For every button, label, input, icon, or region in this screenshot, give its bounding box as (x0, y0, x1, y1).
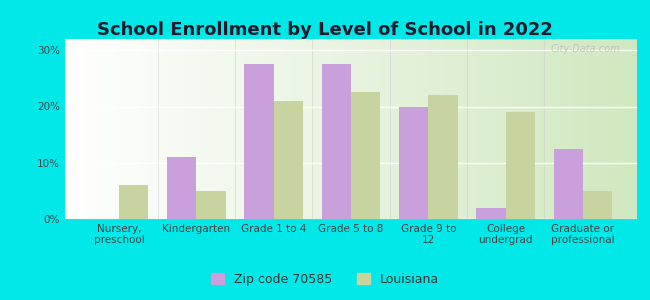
Legend: Zip code 70585, Louisiana: Zip code 70585, Louisiana (206, 268, 444, 291)
Bar (476, 208, 506, 219)
Bar (399, 106, 428, 219)
Bar (322, 64, 351, 219)
Bar (583, 191, 612, 219)
Text: School Enrollment by Level of School in 2022: School Enrollment by Level of School in … (97, 21, 553, 39)
Bar (244, 64, 274, 219)
Bar (428, 95, 458, 219)
Bar (196, 191, 226, 219)
Bar (167, 157, 196, 219)
Bar (119, 185, 148, 219)
Bar (351, 92, 380, 219)
Bar (554, 149, 583, 219)
Bar (274, 101, 303, 219)
Text: City-Data.com: City-Data.com (550, 44, 620, 54)
Bar (506, 112, 535, 219)
